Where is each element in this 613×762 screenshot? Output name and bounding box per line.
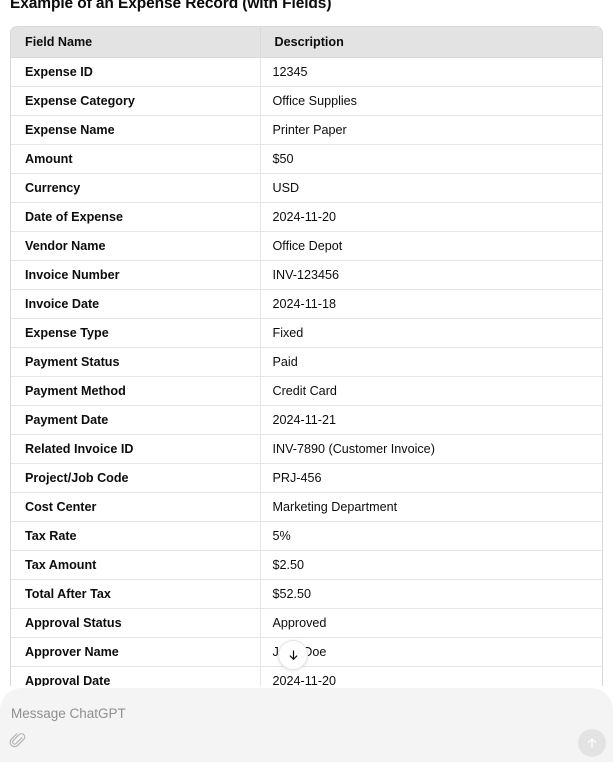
cell-description: 2024-11-21 [260,405,602,435]
cell-description: 2024-11-18 [260,289,602,319]
cell-description: INV-123456 [260,260,602,290]
cell-field-name: Payment Method [11,376,261,406]
cell-field-name: Total After Tax [11,579,261,609]
table-row: Expense Type Fixed [11,318,602,348]
cell-description: USD [260,173,602,203]
table-row: Payment Status Paid [11,347,602,377]
table-row: Currency USD [11,173,602,203]
cell-field-name: Currency [11,173,261,203]
attach-file-button[interactable] [5,731,29,755]
cell-description: $52.50 [260,579,602,609]
cell-field-name: Related Invoice ID [11,434,261,464]
cell-description: Paid [260,347,602,377]
cell-field-name: Tax Rate [11,521,261,551]
arrow-down-icon [286,648,301,663]
table-row: Tax Rate 5% [11,521,602,551]
cell-field-name: Payment Date [11,405,261,435]
paperclip-icon [8,731,27,755]
table-row: Related Invoice ID INV-7890 (Customer Inv… [11,434,602,464]
cell-description: Fixed [260,318,602,348]
cell-field-name: Expense ID [11,57,261,87]
cell-description: $50 [260,144,602,174]
cell-field-name: Project/Job Code [11,463,261,493]
cell-description: PRJ-456 [260,463,602,493]
table-row: Payment Date 2024-11-21 [11,405,602,435]
message-input-placeholder: Message ChatGPT [11,706,126,721]
cell-field-name: Approval Status [11,608,261,638]
send-message-button[interactable] [578,729,606,757]
table-row: Vendor Name Office Depot [11,231,602,261]
table-row: Date of Expense 2024-11-20 [11,202,602,232]
scroll-to-bottom-button[interactable] [278,640,308,670]
table-row: Total After Tax $52.50 [11,579,602,609]
cell-field-name: Invoice Date [11,289,261,319]
cell-field-name: Date of Expense [11,202,261,232]
cell-field-name: Approver Name [11,637,261,667]
cell-field-name: Cost Center [11,492,261,522]
table-header: Field Name Description [11,27,602,58]
cell-description: Office Depot [260,231,602,261]
table-row: Approval Date 2024-11-20 [11,666,602,686]
table-row: Cost Center Marketing Department [11,492,602,522]
table-row: Invoice Number INV-123456 [11,260,602,290]
cell-field-name: Tax Amount [11,550,261,580]
cell-description: Credit Card [260,376,602,406]
table-row: Expense Category Office Supplies [11,86,602,116]
table-body: Expense ID 12345 Expense Category Office Su… [11,57,602,686]
column-header-field-name: Field Name [11,27,261,58]
cell-field-name: Amount [11,144,261,174]
cell-description: Printer Paper [260,115,602,145]
cell-description: 2024-11-20 [272,674,337,686]
column-header-description: Description [260,27,602,58]
table-row: Invoice Date 2024-11-18 [11,289,602,319]
table-row: Approval Status Approved [11,608,602,638]
table-row: Project/Job Code PRJ-456 [11,463,602,493]
cell-description: 2024-11-20 [260,202,602,232]
cell-description: 5% [260,521,602,551]
cell-description: John Doe [260,637,602,667]
cell-description: $2.50 [260,550,602,580]
table-header-row: Field Name Description [11,27,602,58]
cell-field-name: Invoice Number [11,260,261,290]
cell-description: Office Supplies [260,86,602,116]
cell-description: 12345 [260,57,602,87]
cell-description: Marketing Department [260,492,602,522]
cell-field-name: Expense Category [11,86,261,116]
arrow-up-icon [584,735,600,751]
table-row: Tax Amount $2.50 [11,550,602,580]
conversation-scroll-area[interactable]: Example of an Expense Record (with Field… [0,0,613,686]
message-composer[interactable]: Message ChatGPT [0,688,613,762]
table-row: Expense ID 12345 [11,57,602,87]
cell-description: Approved [260,608,602,638]
table-row: Expense Name Printer Paper [11,115,602,145]
cell-field-name: Vendor Name [11,231,261,261]
table-row: Approver NameJohn Doe [11,637,602,667]
cell-field-name: Approval Date [11,666,261,686]
expense-record-table-container: Field Name Description Expense ID 12345 Ex… [10,26,603,686]
cell-description: INV-7890 (Customer Invoice) [260,434,602,464]
cell-field-name: Payment Status [11,347,261,377]
table-row: Amount $50 [11,144,602,174]
expense-record-table: Field Name Description Expense ID 12345 Ex… [11,27,602,686]
cell-field-name: Expense Name [11,115,261,145]
table-row: Payment Method Credit Card [11,376,602,406]
page-title: Example of an Expense Record (with Field… [10,0,332,12]
cell-field-name: Expense Type [11,318,261,348]
